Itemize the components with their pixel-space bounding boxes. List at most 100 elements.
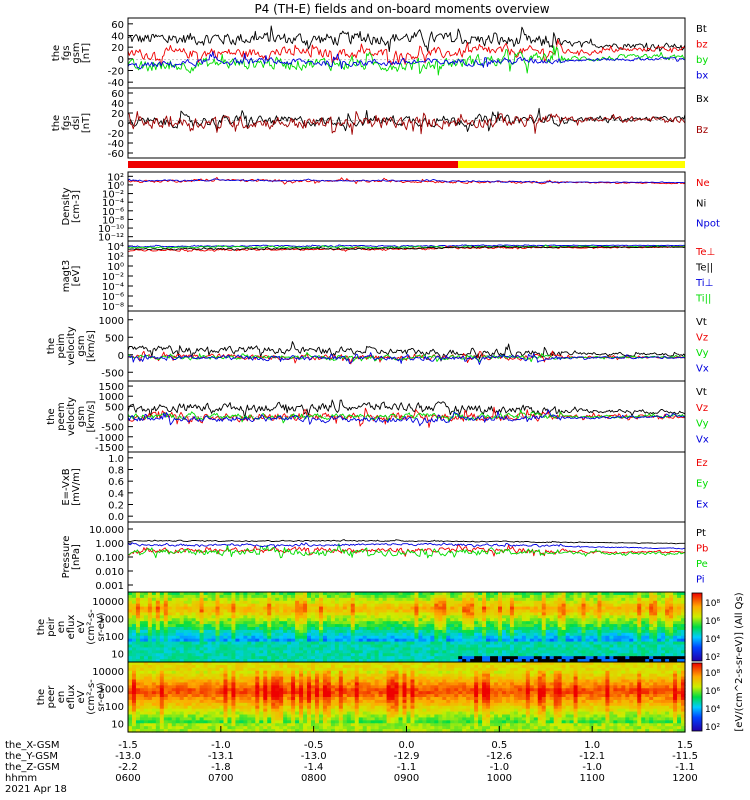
spectrogram-cell [549, 624, 555, 628]
spectrogram-cell [175, 699, 181, 704]
spectrogram-cell [430, 644, 435, 649]
spectrogram-cell [139, 632, 145, 637]
spectrogram-cell [486, 629, 491, 634]
spectrogram-cell [215, 682, 221, 686]
spectrogram-cell [299, 650, 304, 654]
spectrogram-cell [187, 612, 193, 616]
spectrogram-cell [521, 641, 527, 646]
spectrogram-cell [263, 720, 268, 724]
spectrogram-cell [243, 629, 248, 634]
spectrogram-cell [653, 647, 658, 651]
spectrogram-cell [167, 726, 173, 730]
spectrogram-cell [207, 606, 213, 611]
spectrogram-cell [601, 606, 607, 611]
spectrogram-cell [494, 600, 499, 605]
spectrogram-cell [589, 594, 595, 599]
spectrogram-cell [649, 656, 654, 660]
spectrogram-cell [179, 708, 185, 713]
spectrogram-cell [505, 632, 511, 637]
spectrogram-cell [318, 729, 324, 733]
spectrogram-cell [406, 632, 412, 637]
spectrogram-cell [370, 606, 376, 611]
spectrogram-cell [593, 644, 599, 649]
spectrogram-cell [334, 647, 340, 651]
spectrogram-cell [247, 653, 252, 657]
spectrogram-cell [255, 647, 260, 651]
spectrogram-cell [386, 627, 392, 631]
spectrogram-cell [354, 708, 360, 713]
spectrogram-cell [183, 697, 189, 701]
spectrogram-cell [661, 624, 666, 628]
spectrogram-cell [239, 600, 244, 605]
spectrogram-cell [159, 653, 165, 657]
spectrogram-cell [211, 592, 217, 596]
spectrogram-cell [215, 673, 221, 678]
spectrogram-cell [350, 618, 356, 622]
spectrogram-cell [311, 662, 316, 666]
spectrogram-cell [195, 679, 201, 684]
spectrogram-cell [665, 653, 670, 657]
spectrogram-cell [669, 618, 674, 622]
spectrogram-cell [501, 621, 507, 625]
spectrogram-cell [346, 627, 352, 631]
ytick-label: -60 [108, 149, 124, 160]
spectrogram-cell [362, 606, 368, 611]
spectrogram-cell [167, 653, 173, 657]
spectrogram-cell [263, 682, 268, 686]
spectrogram-cell [283, 621, 288, 625]
spectrogram-cell [677, 629, 682, 634]
spectrogram-cell [450, 627, 455, 631]
spectrogram-cell [314, 647, 320, 651]
spectrogram-cell [235, 624, 240, 628]
spectrogram-cell [259, 688, 264, 692]
spectrogram-cell [191, 662, 197, 666]
spectrogram-cell [525, 606, 531, 611]
spectrogram-cell [259, 685, 264, 689]
spectrogram-cell [657, 644, 662, 649]
spectrogram-cell [159, 714, 165, 719]
spectrogram-cell [430, 609, 435, 614]
spectrogram-cell [143, 603, 149, 608]
spectrogram-cell [498, 612, 503, 616]
spectrogram-cell [557, 612, 563, 616]
spectrogram-cell [314, 627, 320, 631]
spectrogram-cell [235, 653, 240, 657]
ytick-label: 0 [118, 413, 124, 424]
spectrogram-cell [271, 711, 276, 716]
spectrogram-cell [299, 723, 304, 727]
spectrogram-cell [525, 635, 531, 640]
spectrogram-cell [374, 653, 380, 657]
spectrogram-cell [358, 656, 364, 660]
spectrogram-cell [450, 603, 455, 608]
spectrogram-cell [147, 726, 153, 730]
spectrogram-cell [366, 615, 372, 619]
spectrogram-cell [271, 606, 276, 611]
spectrogram-cell [175, 621, 181, 625]
spectrogram-cell [227, 609, 233, 614]
spectrogram-cell [525, 638, 531, 643]
spectrogram-cell [175, 694, 181, 698]
spectrogram-cell [227, 597, 233, 602]
spectrogram-cell [621, 609, 626, 614]
spectrogram-cell [227, 673, 233, 678]
spectrogram-cell [390, 606, 396, 611]
spectrogram-cell [259, 697, 264, 701]
spectrogram-cell [529, 638, 535, 643]
spectrogram-cell [374, 647, 380, 651]
spectrogram-cell [350, 720, 356, 724]
spectrogram-cell [557, 621, 563, 625]
spectrogram-cell [255, 609, 260, 614]
spectrogram-cell [187, 702, 193, 707]
spectrogram-cell [275, 629, 280, 634]
spectrogram-cell [517, 641, 523, 646]
spectrogram-cell [386, 600, 392, 605]
spectrogram-cell [163, 720, 169, 724]
spectrogram-cell [259, 650, 264, 654]
ytick-label: 10⁻⁶ [102, 207, 124, 218]
spectrogram-cell [573, 644, 579, 649]
spectrogram-cell [207, 694, 213, 698]
spectrogram-cell [215, 621, 221, 625]
spectrogram-cell [645, 641, 650, 646]
spectrogram-cell [338, 729, 344, 733]
